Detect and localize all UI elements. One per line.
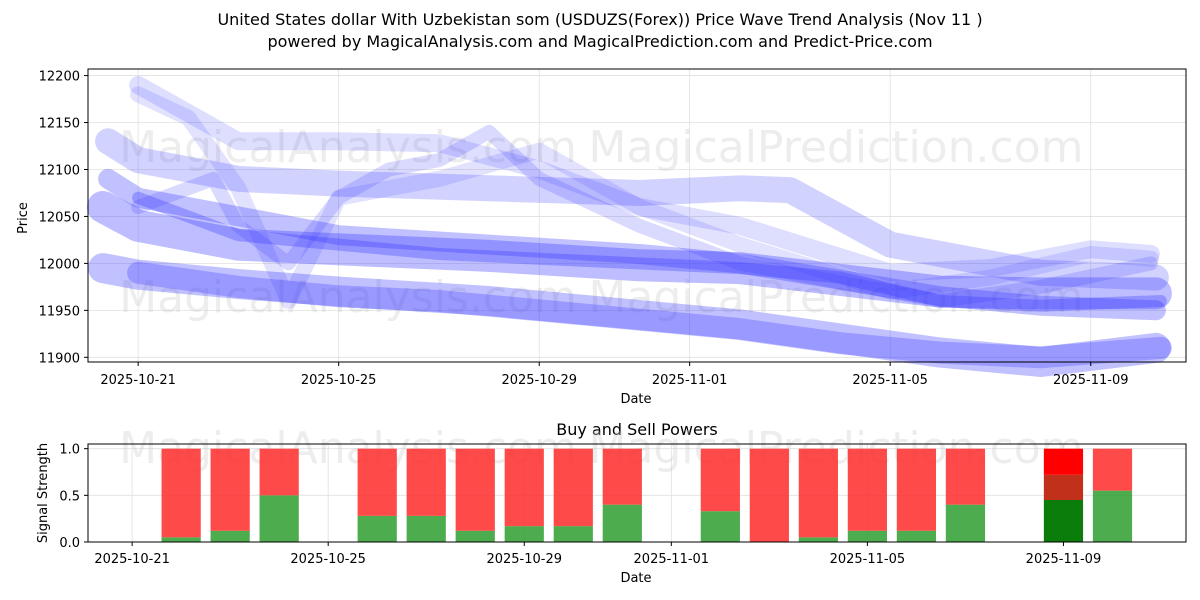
sell-power-bar: [504, 448, 544, 527]
signal-bars: [161, 448, 1133, 542]
signal-x-tick-label: 2025-11-09: [1026, 552, 1102, 567]
sell-power-bar: [602, 448, 642, 505]
buy-power-bar: [504, 526, 544, 542]
price-wave-line: [98, 168, 1166, 321]
buy-power-bar: [357, 515, 397, 542]
signal-y-tick-label: 0.0: [59, 536, 80, 551]
price-wave-line: [131, 124, 1158, 308]
watermark-analysis-top: MagicalAnalysis.com: [119, 122, 577, 173]
sell-power-bar: [700, 448, 740, 512]
price-y-tick-label: 12200: [39, 70, 80, 85]
sell-power-bar: [357, 448, 397, 516]
price-grid: [88, 69, 1186, 362]
buy-sell-overlap-bar: [1043, 474, 1084, 500]
sell-power-bar: [455, 448, 495, 531]
price-y-ticks: 11900 11950 12000 12050 12100 12150 12200: [39, 70, 88, 366]
price-x-tick-label: 2025-11-01: [652, 373, 728, 388]
price-x-ticks: 2025-10-21 2025-10-25 2025-10-29 2025-11-01…: [100, 362, 1129, 388]
chart-title: United States dollar With Uzbekistan som…: [217, 10, 982, 29]
price-wave-line: [87, 191, 1172, 310]
signal-y-tick-label: 0.5: [59, 489, 80, 504]
price-plot-background: [88, 69, 1186, 362]
buy-power-bar: [161, 537, 201, 542]
buy-power-bar: [455, 530, 495, 542]
buy-power-bar: [896, 530, 937, 542]
signal-y-tick-label: 1.0: [59, 443, 80, 458]
signal-x-tick-label: 2025-10-25: [290, 552, 366, 567]
signal-y-ticks: 0.0 0.5 1.0: [59, 443, 88, 551]
price-x-axis-label: Date: [620, 392, 651, 407]
sell-power-bar: [259, 448, 299, 496]
watermark-prediction-top: MagicalPrediction.com: [589, 122, 1084, 173]
buy-power-bar: [1043, 500, 1084, 542]
buy-power-bar: [406, 515, 446, 542]
sell-power-bar: [161, 448, 201, 538]
price-y-axis-label: Price: [16, 202, 31, 234]
signal-x-tick-label: 2025-10-21: [94, 552, 170, 567]
sell-power-bar: [553, 448, 593, 527]
price-waves: [87, 76, 1172, 377]
buy-power-bar: [553, 526, 593, 542]
price-y-tick-label: 11900: [39, 351, 80, 366]
price-y-tick-label: 12050: [39, 210, 80, 225]
buy-power-bar: [259, 495, 299, 542]
price-watermarks: MagicalAnalysis.com MagicalPrediction.co…: [119, 122, 1083, 323]
signal-plot-frame: [87, 443, 1187, 543]
sell-power-bar: [210, 448, 250, 531]
price-wave-line: [132, 191, 1167, 312]
sell-power-bar: [896, 448, 937, 531]
buy-sell-panel: Buy and Sell Powers MagicalAnalysis.com …: [36, 420, 1187, 586]
sell-power-bar: [798, 448, 838, 538]
sell-power-bar: [749, 448, 789, 542]
signal-x-ticks: 2025-10-21 2025-10-25 2025-10-29 2025-11-01…: [94, 542, 1101, 567]
price-x-tick-label: 2025-10-21: [100, 373, 176, 388]
buy-power-bar: [210, 530, 250, 542]
sell-power-bar: [945, 448, 986, 505]
buy-power-bar: [847, 530, 887, 542]
signal-x-tick-label: 2025-11-01: [634, 552, 710, 567]
buy-power-bar: [798, 537, 838, 542]
price-x-tick-label: 2025-11-09: [1053, 373, 1129, 388]
buy-power-bar: [700, 511, 740, 542]
watermark-analysis-mid: MagicalAnalysis.com: [119, 272, 577, 323]
price-y-tick-label: 12150: [39, 117, 80, 132]
price-y-tick-label: 12100: [39, 163, 80, 178]
buy-power-bar: [1092, 490, 1133, 542]
price-x-tick-label: 2025-10-25: [301, 373, 377, 388]
sell-power-bar: [406, 448, 446, 516]
buy-power-bar: [945, 504, 986, 542]
price-x-tick-label: 2025-11-05: [852, 373, 928, 388]
price-wave-line: [127, 261, 1172, 369]
buy-power-bar: [602, 504, 642, 542]
signal-x-tick-label: 2025-10-29: [486, 552, 562, 567]
buy-sell-title: Buy and Sell Powers: [556, 420, 718, 439]
signal-x-tick-label: 2025-11-05: [830, 552, 906, 567]
price-plot-frame: [87, 68, 1187, 363]
sell-power-bar: [1043, 448, 1084, 475]
sell-power-bar: [847, 448, 887, 531]
signal-x-axis-label: Date: [620, 571, 651, 586]
price-y-tick-label: 11950: [39, 304, 80, 319]
price-x-tick-label: 2025-10-29: [501, 373, 577, 388]
sell-power-bar: [1092, 448, 1133, 491]
price-wave-panel: MagicalAnalysis.com MagicalPrediction.co…: [16, 68, 1187, 407]
price-wave-line: [88, 253, 1171, 377]
signal-y-axis-label: Signal Strength: [36, 443, 51, 543]
watermark-prediction-mid: MagicalPrediction.com: [589, 272, 1084, 323]
price-y-tick-label: 12000: [39, 257, 80, 272]
price-wave-line: [130, 86, 1159, 309]
price-wave-line: [129, 76, 1160, 282]
chart-subtitle: powered by MagicalAnalysis.com and Magic…: [267, 32, 932, 51]
price-wave-line: [95, 128, 1169, 291]
